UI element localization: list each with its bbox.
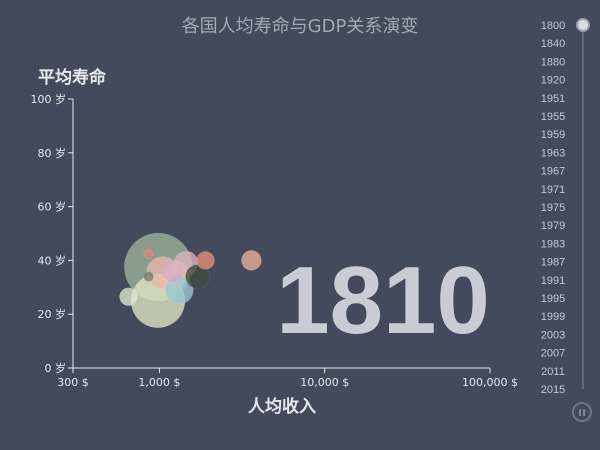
timeline-year-label[interactable]: 1967 [541,166,565,178]
timeline-year-label[interactable]: 1991 [541,275,565,287]
timeline-year-label[interactable]: 2011 [541,366,565,378]
y-tick-label: 80 岁 [38,146,67,160]
timeline-handle[interactable] [576,18,590,32]
timeline-year-label[interactable]: 1959 [541,129,565,141]
bubble-point [143,271,154,282]
year-watermark: 1810 [276,247,490,354]
bubble-point [241,250,262,271]
y-tick-label: 60 岁 [38,200,67,214]
x-tick-label: 100,000 $ [462,376,518,389]
timeline-year-label[interactable]: 1880 [541,56,565,68]
x-tick-label: 10,000 $ [300,376,349,389]
y-tick-label: 0 岁 [45,361,67,375]
bubble-point [196,251,215,270]
x-tick-label: 300 $ [57,376,89,389]
timeline-year-label[interactable]: 1840 [541,38,565,50]
bubble-point [119,287,138,306]
x-axis-label: 人均收入 [248,397,316,417]
timeline-year-label[interactable]: 1920 [541,75,565,87]
pause-button[interactable] [572,402,592,422]
bubble-point [143,248,154,259]
y-tick-label: 40 岁 [38,253,67,267]
timeline-year-label[interactable]: 2007 [541,348,565,360]
timeline-year-label[interactable]: 1800 [541,20,565,32]
timeline-year-label[interactable]: 1987 [541,257,565,269]
timeline-year-label[interactable]: 1955 [541,111,565,123]
timeline-year-label[interactable]: 1963 [541,147,565,159]
timeline-year-label[interactable]: 1983 [541,238,565,250]
timeline-year-label[interactable]: 1975 [541,202,565,214]
y-axis-label: 平均寿命 [38,68,106,88]
pause-icon [579,408,581,416]
y-tick-label: 20 岁 [38,307,67,321]
timeline-year-label[interactable]: 2015 [541,384,565,396]
x-tick-label: 1,000 $ [138,376,180,389]
timeline-year-label[interactable]: 1951 [541,93,565,105]
y-tick-label: 100 岁 [31,92,67,106]
timeline-year-label[interactable]: 1995 [541,293,565,305]
timeline-year-label[interactable]: 1971 [541,184,565,196]
timeline-year-label[interactable]: 2003 [541,329,565,341]
chart-title: 各国人均寿命与GDP关系演变 [181,16,419,37]
timeline-year-label[interactable]: 1979 [541,220,565,232]
timeline-year-label[interactable]: 1999 [541,311,565,323]
